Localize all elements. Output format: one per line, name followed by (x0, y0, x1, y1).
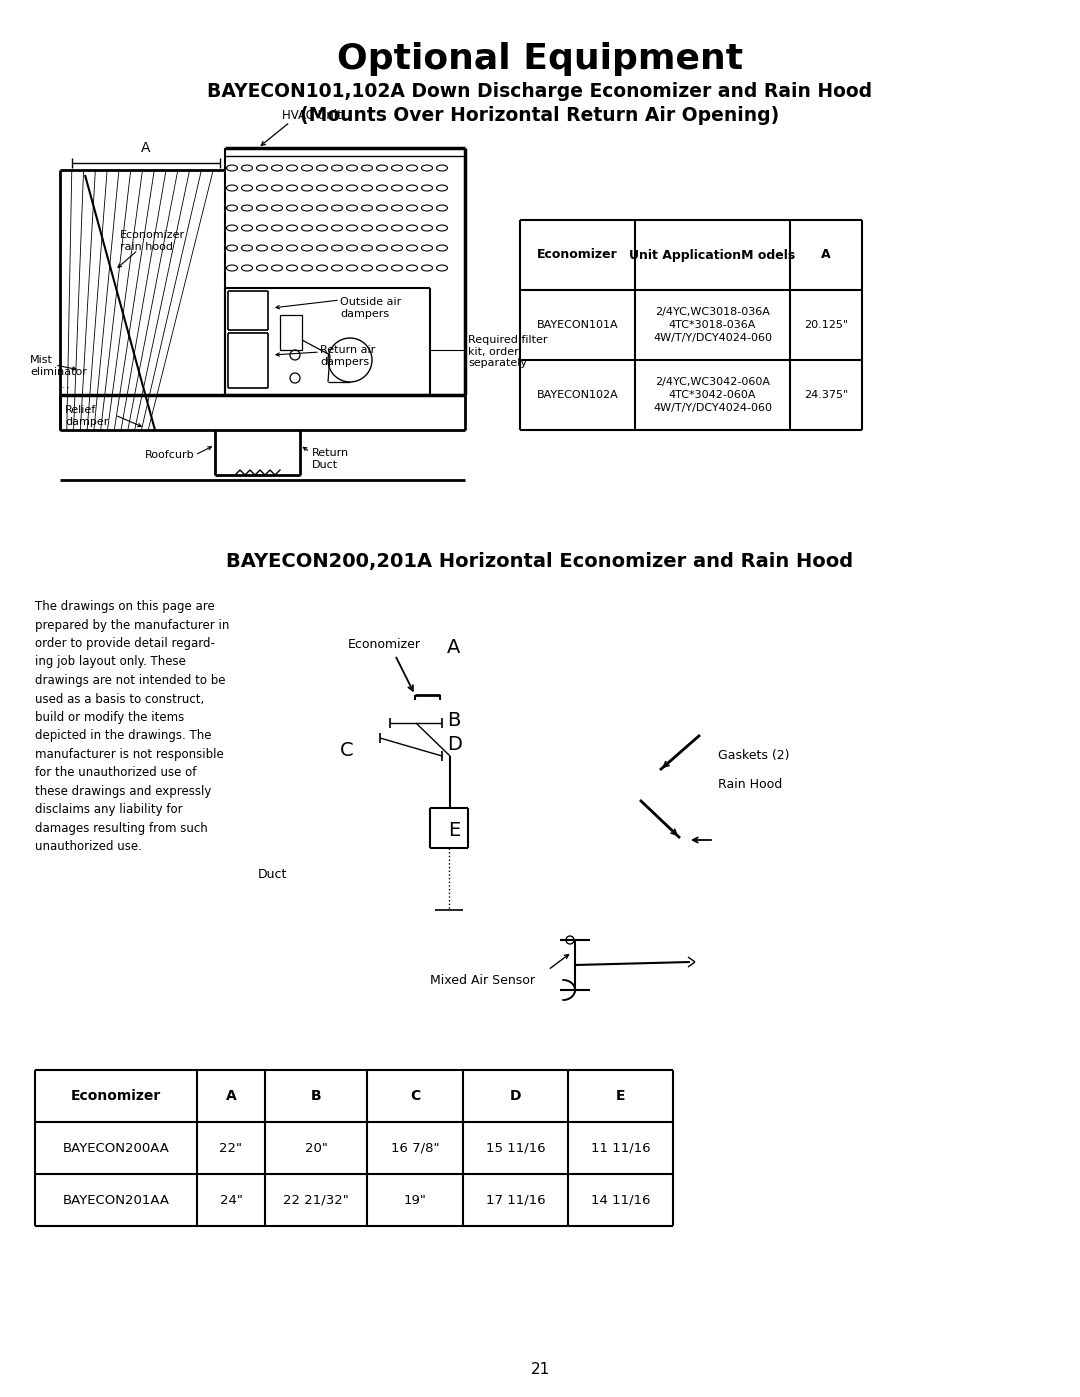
Text: The drawings on this page are
prepared by the manufacturer in
order to provide d: The drawings on this page are prepared b… (35, 599, 229, 854)
Text: BAYECON102A: BAYECON102A (537, 390, 619, 400)
Text: 16 7/8": 16 7/8" (391, 1141, 440, 1154)
Text: A: A (141, 141, 151, 155)
Text: 2/4YC,WC3042-060A
4TC*3042-060A
4W/T/Y/DCY4024-060: 2/4YC,WC3042-060A 4TC*3042-060A 4W/T/Y/D… (653, 377, 772, 414)
Text: . .: . . (62, 380, 70, 390)
Text: BAYECON101A: BAYECON101A (537, 320, 619, 330)
Text: 24": 24" (219, 1193, 242, 1207)
Text: E: E (448, 820, 460, 840)
Text: D: D (447, 735, 462, 754)
Text: Return
Duct: Return Duct (312, 448, 349, 469)
Text: 22": 22" (219, 1141, 243, 1154)
Text: B: B (447, 711, 460, 729)
Text: 20": 20" (305, 1141, 327, 1154)
Text: Duct: Duct (258, 869, 287, 882)
Text: Unit ApplicationM odels: Unit ApplicationM odels (630, 249, 796, 261)
Text: C: C (340, 740, 353, 760)
Text: Economizer: Economizer (537, 249, 618, 261)
Text: 22 21/32": 22 21/32" (283, 1193, 349, 1207)
Text: Rain Hood: Rain Hood (718, 778, 782, 792)
Text: 17 11/16: 17 11/16 (486, 1193, 545, 1207)
Text: Economizer: Economizer (71, 1090, 161, 1104)
Bar (280, 314, 302, 351)
Text: Economizer: Economizer (348, 638, 421, 651)
Text: Outside air
dampers: Outside air dampers (340, 298, 402, 319)
Text: Mist
eliminator: Mist eliminator (30, 355, 86, 377)
Text: (Mounts Over Horizontal Return Air Opening): (Mounts Over Horizontal Return Air Openi… (300, 106, 780, 124)
Text: Roofcurb: Roofcurb (146, 450, 195, 460)
Text: BAYECON200,201A Horizontal Economizer and Rain Hood: BAYECON200,201A Horizontal Economizer an… (227, 552, 853, 571)
Text: 21: 21 (530, 1362, 550, 1377)
Text: 15 11/16: 15 11/16 (486, 1141, 545, 1154)
Text: 24.375": 24.375" (804, 390, 848, 400)
Text: HVAC Unit: HVAC Unit (282, 109, 342, 122)
Text: B: B (311, 1090, 322, 1104)
Text: Required filter
kit, order
separately: Required filter kit, order separately (468, 335, 548, 369)
Text: Return air
dampers: Return air dampers (320, 345, 375, 366)
Text: Relief
damper: Relief damper (65, 405, 108, 426)
Text: Gaskets (2): Gaskets (2) (718, 749, 789, 761)
Text: 11 11/16: 11 11/16 (591, 1141, 650, 1154)
Text: Optional Equipment: Optional Equipment (337, 42, 743, 75)
Text: Economizer
rain hood: Economizer rain hood (120, 231, 185, 251)
Text: A: A (821, 249, 831, 261)
Text: E: E (616, 1090, 625, 1104)
Text: Mixed Air Sensor: Mixed Air Sensor (430, 974, 535, 986)
Text: BAYECON201AA: BAYECON201AA (63, 1193, 170, 1207)
Text: 20.125": 20.125" (804, 320, 848, 330)
Text: A: A (226, 1090, 237, 1104)
Text: 19": 19" (404, 1193, 427, 1207)
Text: A: A (447, 638, 460, 657)
Text: BAYECON101,102A Down Discharge Economizer and Rain Hood: BAYECON101,102A Down Discharge Economize… (207, 82, 873, 101)
Text: C: C (410, 1090, 420, 1104)
Text: D: D (510, 1090, 522, 1104)
Text: 14 11/16: 14 11/16 (591, 1193, 650, 1207)
Text: BAYECON200AA: BAYECON200AA (63, 1141, 170, 1154)
Text: 2/4YC,WC3018-036A
4TC*3018-036A
4W/T/Y/DCY4024-060: 2/4YC,WC3018-036A 4TC*3018-036A 4W/T/Y/D… (653, 307, 772, 344)
